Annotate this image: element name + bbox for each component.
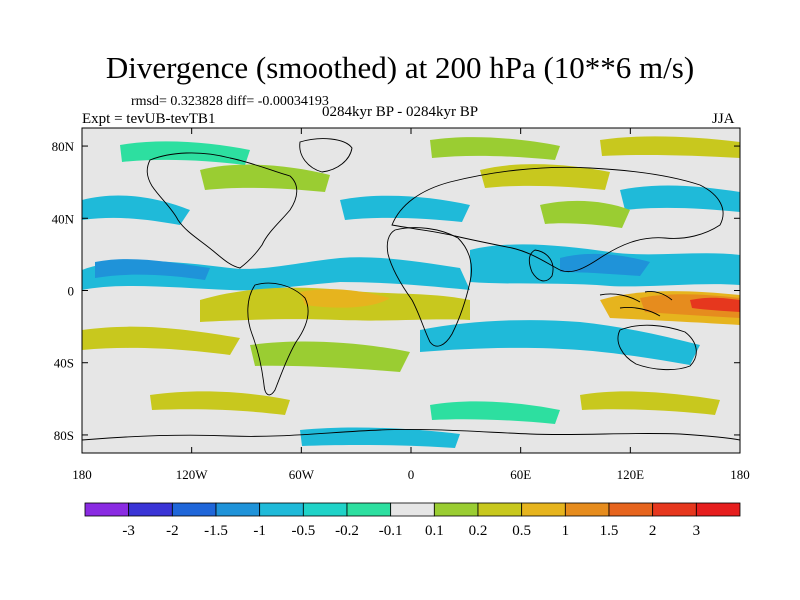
x-tick-label: 60W [289, 467, 315, 482]
coastline-africa [386, 227, 472, 347]
colorbar-swatch [521, 502, 566, 517]
coastline-greenland [299, 138, 353, 173]
coastline-australia [617, 324, 697, 371]
divergence-patch [580, 391, 720, 415]
colorbar-swatch [695, 502, 741, 517]
colorbar-label: 2 [649, 523, 657, 539]
colorbar-swatch [652, 502, 697, 517]
y-tick-label: 40S [54, 356, 74, 371]
colorbar-label: -3 [122, 523, 135, 539]
period-label: 0284kyr BP - 0284kyr BP [322, 104, 479, 120]
divergence-patch [82, 195, 190, 225]
y-tick-label: 0 [68, 284, 75, 299]
colorbar-label: -0.5 [291, 523, 315, 539]
divergence-patch [340, 195, 470, 222]
coastline-india [528, 249, 554, 282]
colorbar-label: -2 [166, 523, 179, 539]
colorbar-swatch [215, 502, 261, 517]
colorbar-label: 0.1 [425, 523, 444, 539]
colorbar-swatch [433, 502, 479, 517]
coastline-eurasia [391, 166, 724, 273]
divergence-patch [95, 259, 210, 280]
x-tick-label: 0 [408, 467, 415, 482]
x-tick-label: 120W [176, 467, 209, 482]
divergence-patch [620, 185, 740, 212]
divergence-patch [540, 200, 630, 228]
y-tick-label: 40N [52, 211, 75, 226]
colorbar-swatch [608, 502, 654, 517]
divergence-patch [200, 164, 330, 192]
colorbar-label: 3 [693, 523, 701, 539]
colorbar-swatch [477, 502, 523, 517]
x-tick-label: 180 [72, 467, 92, 482]
divergence-patch [420, 320, 700, 365]
colorbar-swatch [390, 502, 435, 517]
divergence-patch [300, 289, 390, 308]
axis-ticks: 180 120W 60W 0 60E 120E 180 80N 40N 0 40S 80S [52, 128, 750, 482]
experiment-label: Expt = tevUB-tevTB1 [82, 111, 216, 127]
map-title: Divergence (smoothed) at 200 hPa (10**6 … [105, 50, 695, 85]
map-panel: 180 120W 60W 0 60E 120E 180 80N 40N 0 40S 80S [52, 127, 750, 482]
x-tick-label: 60E [510, 467, 531, 482]
divergence-patch [150, 391, 290, 415]
colorbar-swatch [564, 502, 610, 517]
colorbar-label: -0.1 [379, 523, 403, 539]
colorbar-swatch [346, 502, 392, 517]
season-label: JJA [712, 111, 735, 127]
coastline-indonesia [599, 291, 673, 317]
stats-text: rmsd= 0.323828 diff= -0.00034193 [131, 94, 329, 109]
coastline-antarctica [82, 429, 740, 441]
divergence-patch [430, 137, 560, 160]
colorbar-swatch [128, 502, 173, 517]
divergence-patch [600, 136, 740, 158]
colorbar-swatch [302, 502, 348, 517]
colorbar-label: -1.5 [204, 523, 228, 539]
coastline-south-america [247, 282, 309, 396]
divergence-patch [690, 297, 740, 312]
colorbar-label: -0.2 [335, 523, 359, 539]
x-tick-label: 180 [730, 467, 750, 482]
colorbar-swatch [84, 502, 130, 517]
coastline-north-america [146, 152, 298, 269]
x-tick-label: 120E [617, 467, 645, 482]
y-tick-label: 80S [54, 428, 74, 443]
colorbar-label: 0.5 [512, 523, 531, 539]
colorbar-label: 1.5 [600, 523, 619, 539]
colorbar-label: -1 [253, 523, 266, 539]
divergence-patch [250, 341, 410, 372]
y-tick-label: 80N [52, 139, 75, 154]
colorbar-swatch [171, 502, 217, 517]
divergence-patch [560, 253, 650, 276]
colorbar-label: 1 [562, 523, 570, 539]
divergence-patch [430, 401, 560, 424]
colorbar: -3 -2 -1.5 -1 -0.5 -0.2 -0.1 0.1 0.2 0.5 1 1.5 2 3 [84, 502, 741, 539]
colorbar-label: 0.2 [469, 523, 488, 539]
coastlines [82, 138, 740, 441]
colorbar-swatch [259, 502, 304, 517]
divergence-patch [82, 326, 240, 355]
